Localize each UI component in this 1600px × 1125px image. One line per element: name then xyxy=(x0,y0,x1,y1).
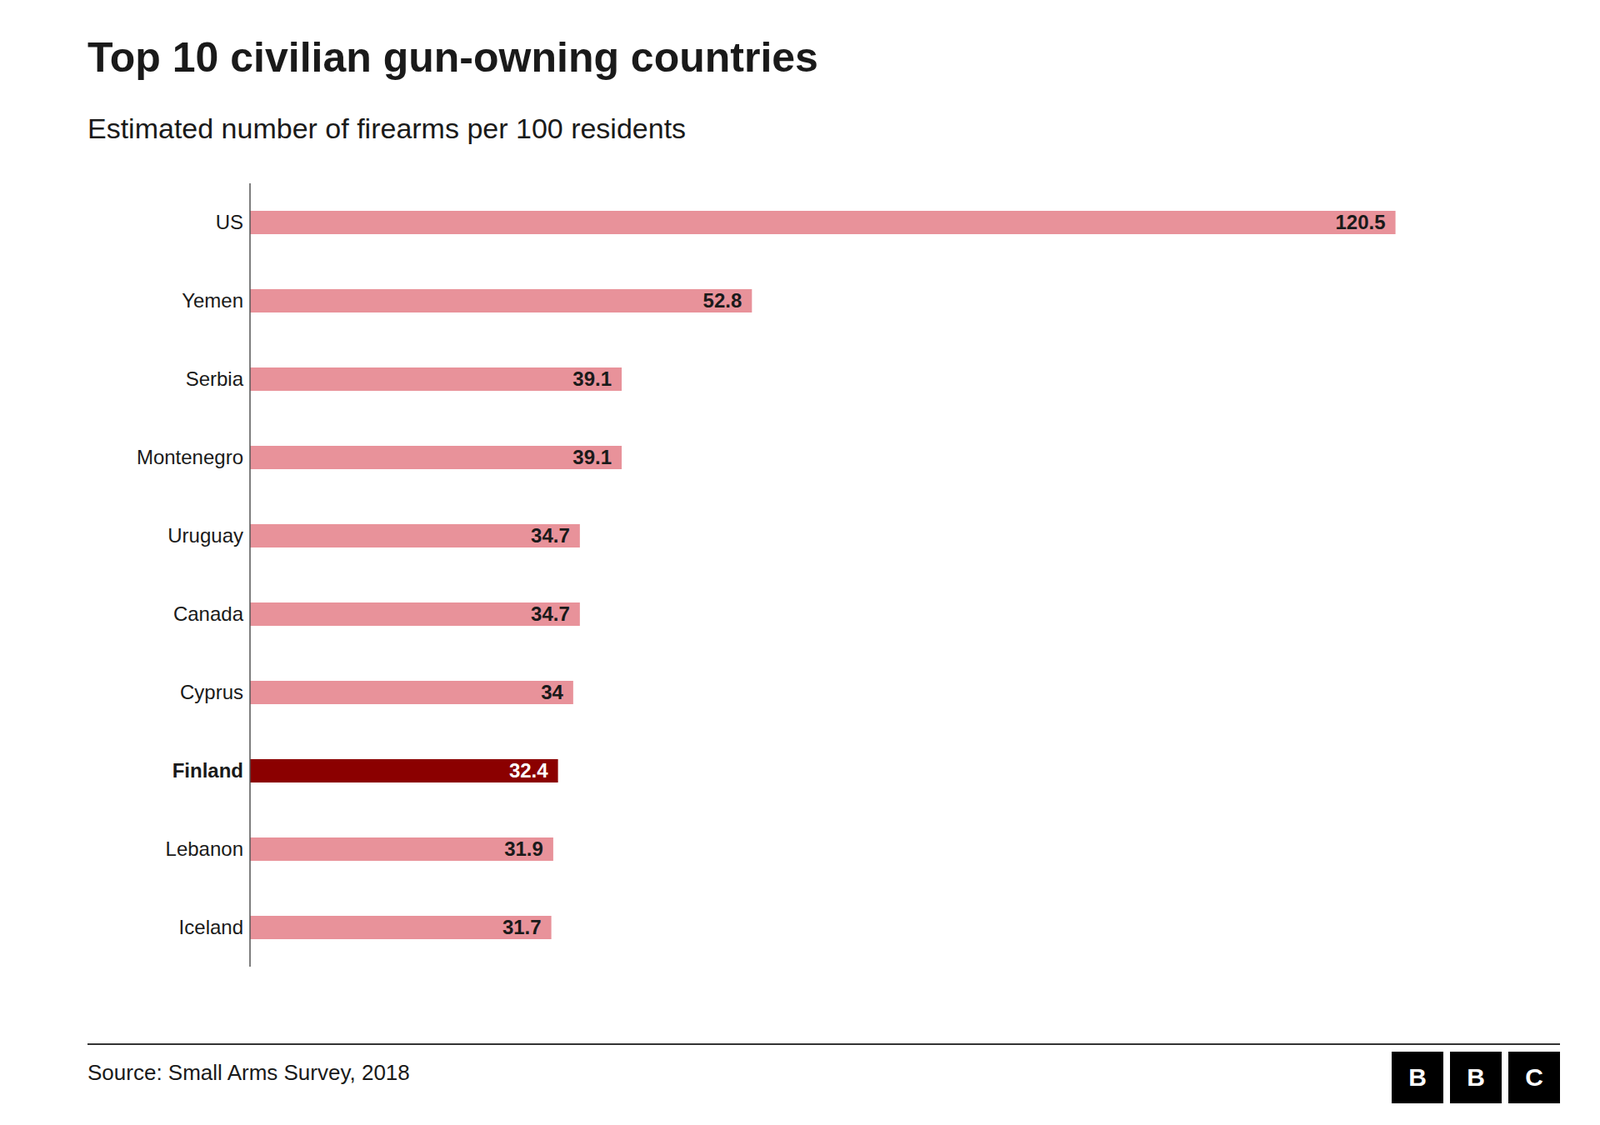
svg-text:Montenegro: Montenegro xyxy=(136,445,244,469)
svg-text:52.8: 52.8 xyxy=(703,289,743,312)
svg-text:39.1: 39.1 xyxy=(572,445,612,469)
svg-text:Serbia: Serbia xyxy=(185,367,245,390)
html-text:Estimated number of firearms p: Estimated number of firearms per 100 res… xyxy=(87,112,686,145)
svg-text:Canada: Canada xyxy=(173,602,245,625)
svg-text:31.7: 31.7 xyxy=(502,915,542,939)
svg-text:Yemen: Yemen xyxy=(181,289,244,312)
svg-text:Lebanon: Lebanon xyxy=(165,837,244,860)
html-text:B: B xyxy=(1408,1063,1427,1091)
svg-text:Finland: Finland xyxy=(172,759,244,782)
html-text:Top 10 civilian gun-owning cou: Top 10 civilian gun-owning countries xyxy=(87,34,819,81)
svg-text:Iceland: Iceland xyxy=(179,915,244,939)
svg-text:32.4: 32.4 xyxy=(509,759,549,782)
svg-text:34.7: 34.7 xyxy=(530,602,570,625)
svg-text:34: 34 xyxy=(540,680,564,704)
svg-text:US: US xyxy=(215,210,244,234)
html-text:Source: Small Arms Survey, 201: Source: Small Arms Survey, 2018 xyxy=(87,1060,410,1085)
svg-text:Cyprus: Cyprus xyxy=(180,680,244,704)
svg-text:31.9: 31.9 xyxy=(504,837,544,860)
html-text:C: C xyxy=(1525,1063,1544,1091)
html-text:B: B xyxy=(1466,1063,1485,1091)
svg-text:39.1: 39.1 xyxy=(572,367,612,390)
svg-text:120.5: 120.5 xyxy=(1335,210,1386,234)
svg-text:Uruguay: Uruguay xyxy=(167,524,244,547)
svg-text:34.7: 34.7 xyxy=(530,524,570,547)
